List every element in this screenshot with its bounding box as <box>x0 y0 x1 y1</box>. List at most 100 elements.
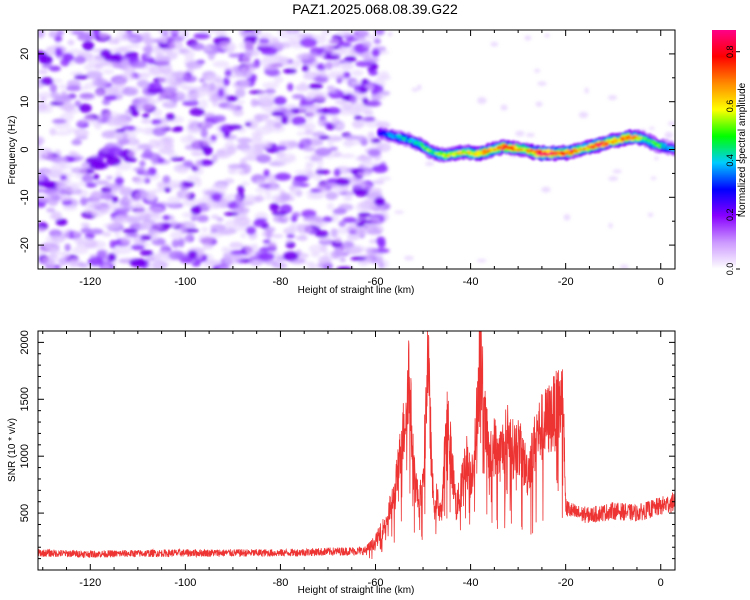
spectrogram-noise-blob <box>200 128 208 138</box>
spectrogram-noise-blob <box>361 116 376 122</box>
spectrogram-noise-blob <box>38 150 49 160</box>
spectrogram-noise-blob <box>198 99 209 110</box>
spectrogram-noise-blob <box>54 35 63 43</box>
spectrogram-noise-blob <box>222 77 230 87</box>
spectrogram-noise-blob <box>101 264 111 269</box>
spectrogram-noise-blob <box>378 176 391 181</box>
spectrogram-noise-blob <box>326 88 337 94</box>
spectrogram-noise-blob <box>271 211 288 216</box>
spectrogram-noise-blob <box>363 34 381 40</box>
spectrogram-noise-blob <box>269 180 277 187</box>
spectrogram-noise-blob <box>187 250 198 259</box>
spectrogram-noise-blob <box>48 155 66 163</box>
spectrogram-noise-blob <box>298 106 305 112</box>
spectrogram-noise-blob <box>149 205 164 213</box>
spectrogram-noise-blob <box>308 263 315 269</box>
spectrogram-noise-blob <box>207 50 216 61</box>
spectrogram-noise-blob <box>58 257 69 266</box>
spectrogram-noise-blob <box>208 82 216 91</box>
spectrogram-noise-blob <box>145 257 155 262</box>
spectrogram-noise-blob <box>182 190 191 200</box>
spectrogram-noise-blob <box>227 163 244 170</box>
spectrogram-noise-blob <box>294 170 311 175</box>
spectrogram-noise-blob <box>263 169 270 178</box>
spectrogram-noise-blob <box>149 214 162 221</box>
spectrogram-noise-blob <box>201 226 209 233</box>
spectrogram-noise-blob <box>362 40 372 49</box>
spectrogram-noise-blob <box>61 102 75 112</box>
spectrogram-noise-blob <box>146 193 156 202</box>
spectrogram-noise-blob <box>544 33 550 38</box>
spectrogram-y-ticks: -20 -10 0 10 20 <box>19 29 675 270</box>
spectrogram-noise-blob <box>314 230 329 238</box>
spectrogram-noise-blob <box>262 81 280 89</box>
spectrogram-ridge-cell <box>386 132 391 135</box>
spectrogram-noise-blob <box>41 64 54 69</box>
spectrogram-noise-blob <box>73 155 85 161</box>
spectrogram-noise-blob <box>325 184 332 191</box>
spectrogram-noise-blob <box>211 97 219 107</box>
spectrogram-noise-blob <box>170 231 183 240</box>
spectrogram-noise-blob <box>362 51 371 60</box>
spectrogram-noise-blob <box>59 174 68 181</box>
spectrogram-noise-blob <box>216 217 224 222</box>
spectrogram-noise-blob <box>254 218 268 223</box>
spectrogram-noise-blob <box>214 30 225 36</box>
spectrogram-noise-blob <box>268 123 286 133</box>
spectrogram-noise-blob <box>68 151 77 157</box>
spectrogram-noise-blob <box>373 38 381 45</box>
spectrogram-noise-blob <box>293 175 309 183</box>
spectrogram-noise-blob <box>54 47 63 57</box>
spectrogram-ridge-cell <box>661 144 666 147</box>
spectrogram-noise-blob <box>108 146 123 157</box>
spectrogram-noise-blob <box>49 83 58 93</box>
spectrogram-noise-blob <box>262 239 271 244</box>
spectrogram-noise-blob <box>335 75 346 80</box>
spectrogram-noise-blob <box>113 132 124 141</box>
spectrogram-noise-blob <box>38 188 48 193</box>
spectrogram-noise-blob <box>338 220 346 228</box>
spectrogram-noise-blob <box>161 243 170 248</box>
spectrogram-noise-blob <box>238 79 250 87</box>
spectrogram-noise-blob <box>308 244 326 254</box>
spectrogram-noise-blob <box>103 86 120 96</box>
snr-x-tick-label: -60 <box>368 577 384 589</box>
spectrogram-noise-blob <box>277 30 286 36</box>
spectrogram-noise-blob <box>164 187 171 193</box>
spectrogram-ridge-cell <box>498 145 503 149</box>
spectrogram-noise-blob <box>250 73 257 82</box>
spectrogram-noise-blob <box>130 109 140 117</box>
spectrogram-noise-blob <box>114 162 132 171</box>
spectrogram-noise-blob <box>266 69 281 77</box>
spectrogram-noise-blob <box>143 36 151 46</box>
spectrogram-ridge-cell <box>537 151 542 154</box>
spectrogram-ridge-cell <box>446 154 451 158</box>
spectrogram-noise-blob <box>607 95 618 101</box>
spectrogram-noise-blob <box>118 36 137 42</box>
spectrogram-noise-blob <box>352 36 359 42</box>
spectrogram-noise-blob <box>258 252 275 261</box>
spectrogram-noise-blob <box>490 41 499 47</box>
spectrogram-x-tick-label: -100 <box>174 276 196 288</box>
spectrogram-noise-blob <box>306 194 324 200</box>
spectrogram-noise-blob <box>251 132 264 142</box>
spectrogram-noise-blob <box>106 156 122 166</box>
snr-y-tick-label: 1500 <box>19 387 31 411</box>
spectrogram-noise-blob <box>170 156 185 162</box>
spectrogram-noise-blob <box>321 216 333 223</box>
spectrogram-noise-blob <box>356 155 374 160</box>
spectrogram-noise-blob <box>152 127 167 137</box>
spectrogram-noise-blob <box>315 218 325 224</box>
spectrogram-noise-blob <box>242 196 258 205</box>
spectrogram-noise-blob <box>299 37 318 48</box>
spectrogram-y-tick-label: 10 <box>19 96 31 108</box>
spectrogram-noise-blob <box>62 205 78 211</box>
spectrogram-noise-blob <box>187 232 195 239</box>
spectrogram-ridge-cell <box>444 152 449 156</box>
spectrogram-noise-blob <box>85 70 103 80</box>
spectrogram-ridge-cell <box>657 145 662 149</box>
spectrogram-noise-blob <box>357 35 366 42</box>
spectrogram-noise-blob <box>315 169 331 175</box>
spectrogram-noise-blob <box>325 191 338 200</box>
spectrogram-noise-blob <box>149 228 161 235</box>
